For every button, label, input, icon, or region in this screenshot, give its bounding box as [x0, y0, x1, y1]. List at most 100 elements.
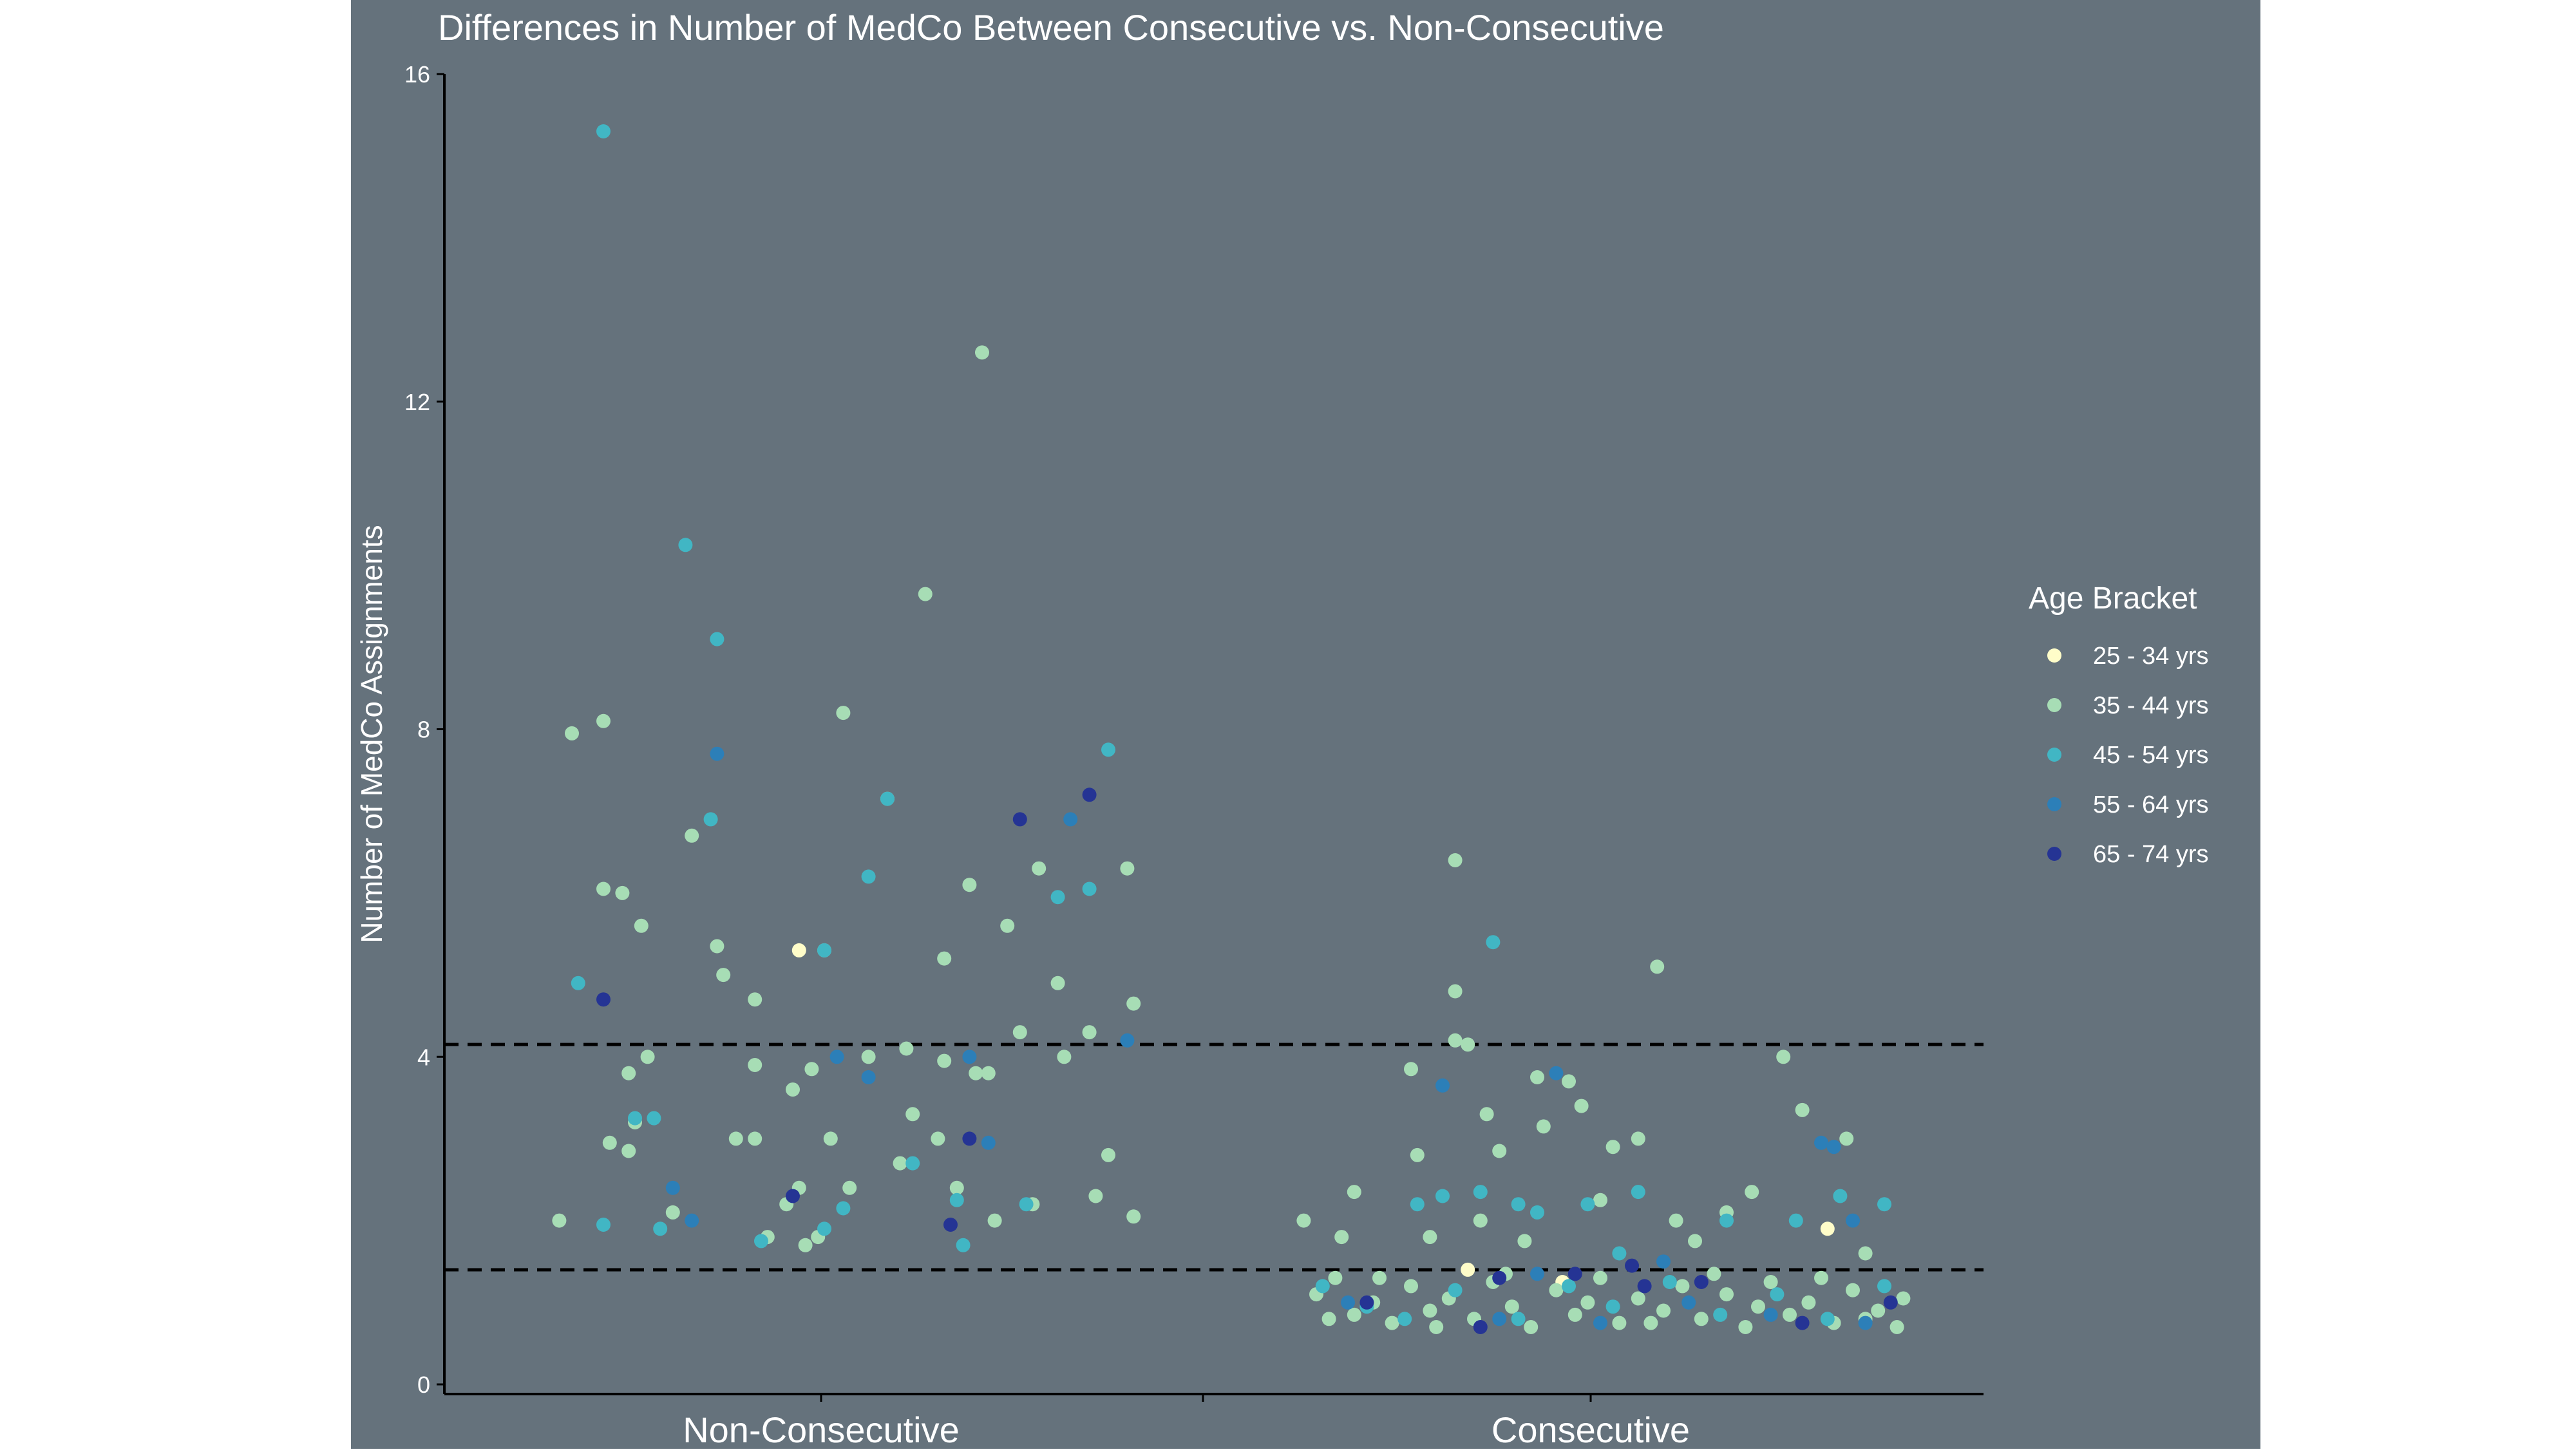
data-point [1719, 1213, 1734, 1228]
data-point [905, 1107, 920, 1122]
data-point [596, 124, 611, 138]
data-point [1574, 1098, 1589, 1113]
data-point [1012, 1025, 1027, 1040]
data-point [748, 1131, 762, 1146]
plot-background [351, 0, 2260, 1449]
data-point [1814, 1270, 1828, 1285]
data-point [1435, 1078, 1450, 1093]
data-points [552, 124, 1911, 1334]
data-point [1877, 1279, 1891, 1294]
data-point [1372, 1270, 1387, 1285]
data-point [1448, 984, 1463, 999]
data-point [1593, 1270, 1607, 1285]
y-ticks: 0 4 8 12 16 [404, 61, 444, 1398]
data-point [1296, 1213, 1311, 1228]
data-point [937, 951, 952, 966]
data-point [1429, 1320, 1444, 1334]
data-point [1858, 1246, 1873, 1261]
data-point [949, 1193, 964, 1207]
data-point [754, 1234, 768, 1249]
data-point [1631, 1131, 1645, 1146]
data-point [804, 1062, 819, 1077]
data-point [1435, 1189, 1450, 1203]
data-point [1719, 1287, 1734, 1302]
legend-label: 35 - 44 yrs [2093, 692, 2209, 719]
data-point [710, 632, 724, 646]
data-point [1448, 853, 1463, 867]
data-point [956, 1238, 971, 1252]
data-point [1593, 1315, 1607, 1330]
data-point [1359, 1295, 1374, 1310]
data-point [836, 706, 851, 721]
data-point [836, 1201, 851, 1216]
data-point [1126, 996, 1141, 1011]
data-point [975, 345, 989, 360]
data-point [748, 992, 762, 1007]
data-point [728, 1131, 743, 1146]
data-point [1328, 1270, 1343, 1285]
legend-label: 65 - 74 yrs [2093, 841, 2209, 868]
data-point [1612, 1246, 1627, 1261]
data-point [1549, 1283, 1564, 1297]
data-point [1631, 1185, 1645, 1200]
data-point [748, 1058, 762, 1072]
data-point [1877, 1197, 1891, 1212]
data-point [829, 1050, 844, 1064]
data-point [1524, 1320, 1539, 1334]
data-point [905, 1156, 920, 1171]
data-point [1631, 1291, 1645, 1306]
data-point [1082, 787, 1097, 802]
data-point [937, 1053, 952, 1068]
data-point [1889, 1320, 1904, 1334]
data-point [981, 1135, 996, 1150]
data-point [685, 1213, 699, 1228]
data-point [596, 713, 611, 728]
data-point [1032, 861, 1046, 876]
y-tick-label: 4 [417, 1044, 430, 1070]
data-point [1896, 1291, 1911, 1306]
data-point [1088, 1189, 1103, 1203]
data-point [1625, 1258, 1639, 1273]
data-point [1492, 1270, 1507, 1285]
data-point [969, 1066, 983, 1080]
data-point [1795, 1315, 1810, 1330]
data-point [1562, 1279, 1576, 1294]
data-point [1473, 1185, 1488, 1200]
data-point [1662, 1275, 1677, 1289]
data-point [1783, 1307, 1797, 1322]
data-point [1461, 1037, 1475, 1052]
data-point [653, 1221, 668, 1236]
data-point [798, 1238, 813, 1252]
data-point [640, 1050, 655, 1064]
data-point [1814, 1135, 1828, 1150]
data-point [791, 943, 806, 957]
data-point [1580, 1295, 1595, 1310]
data-point [1820, 1312, 1835, 1326]
data-point [1397, 1312, 1412, 1326]
legend-key [2047, 748, 2061, 762]
data-point [1082, 882, 1097, 896]
data-point [786, 1082, 800, 1097]
data-point [1751, 1299, 1765, 1314]
data-point [861, 1050, 876, 1064]
data-point [1423, 1230, 1437, 1245]
data-point [962, 878, 977, 892]
data-point [1511, 1197, 1526, 1212]
data-point [949, 1180, 964, 1195]
x-tick-label: Consecutive [1492, 1410, 1690, 1449]
legend-label: 25 - 34 yrs [2093, 643, 2209, 670]
data-point [1694, 1312, 1709, 1326]
data-point [1675, 1279, 1690, 1294]
data-point [1473, 1213, 1488, 1228]
data-point [1019, 1197, 1034, 1212]
data-point [1423, 1303, 1437, 1318]
data-point [596, 1218, 611, 1232]
data-point [1681, 1295, 1696, 1310]
legend-key [2047, 797, 2061, 811]
data-point [987, 1213, 1002, 1228]
data-point [665, 1180, 680, 1195]
legend-label: 55 - 64 yrs [2093, 791, 2209, 818]
data-point [1650, 959, 1665, 974]
data-point [1713, 1307, 1728, 1322]
legend-key [2047, 698, 2061, 712]
